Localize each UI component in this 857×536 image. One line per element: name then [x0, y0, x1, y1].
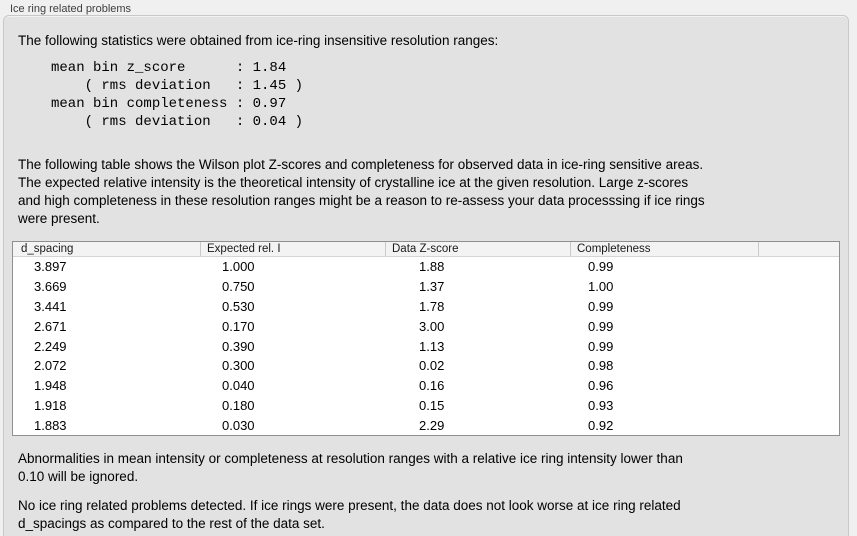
table-row[interactable]: 3.669 0.750 1.37 1.00 [34, 279, 614, 295]
table-body: 3.897 1.000 1.88 0.99 3.669 0.750 1.37 1… [13, 257, 839, 435]
table-row[interactable]: 3.897 1.000 1.88 0.99 [34, 259, 614, 275]
table-row[interactable]: 1.918 0.180 0.15 0.93 [34, 397, 614, 413]
column-header-data-z-score[interactable]: Data Z-score [386, 242, 571, 256]
column-header-expected-rel-i[interactable]: Expected rel. I [201, 242, 386, 256]
table-row[interactable]: 1.948 0.040 0.16 0.96 [34, 378, 614, 394]
stat-mean-bin-z-score: mean bin z_score : 1.84 [51, 60, 287, 76]
table-row[interactable]: 2.072 0.300 0.02 0.98 [34, 358, 614, 374]
stat-completeness-rms-deviation: ( rms deviation : 0.04 ) [51, 114, 304, 130]
ice-ring-panel: The following statistics were obtained f… [3, 15, 849, 536]
conclusion-text: No ice ring related problems detected. I… [18, 498, 681, 531]
column-header-empty [759, 242, 839, 256]
stat-mean-bin-completeness: mean bin completeness : 0.97 [51, 96, 287, 112]
column-header-d-spacing[interactable]: d_spacing [13, 242, 201, 256]
table-header-row: d_spacing Expected rel. I Data Z-score C… [13, 242, 839, 257]
ice-ring-table: d_spacing Expected rel. I Data Z-score C… [12, 241, 840, 436]
table-row[interactable]: 1.883 0.030 2.29 0.92 [34, 417, 614, 433]
column-header-completeness[interactable]: Completeness [571, 242, 759, 256]
table-row[interactable]: 2.249 0.390 1.13 0.99 [34, 338, 614, 354]
table-row[interactable]: 2.671 0.170 3.00 0.99 [34, 318, 614, 334]
panel-title: Ice ring related problems [10, 3, 132, 15]
stats-summary-block: mean bin z_score : 1.84 ( rms deviation … [51, 59, 303, 131]
ignore-threshold-note: Abnormalities in mean intensity or compl… [18, 451, 683, 484]
intro-text: The following statistics were obtained f… [18, 33, 499, 48]
table-row[interactable]: 3.441 0.530 1.78 0.99 [34, 298, 614, 314]
description-text: The following table shows the Wilson plo… [18, 157, 705, 226]
stat-z-score-rms-deviation: ( rms deviation : 1.45 ) [51, 78, 304, 94]
